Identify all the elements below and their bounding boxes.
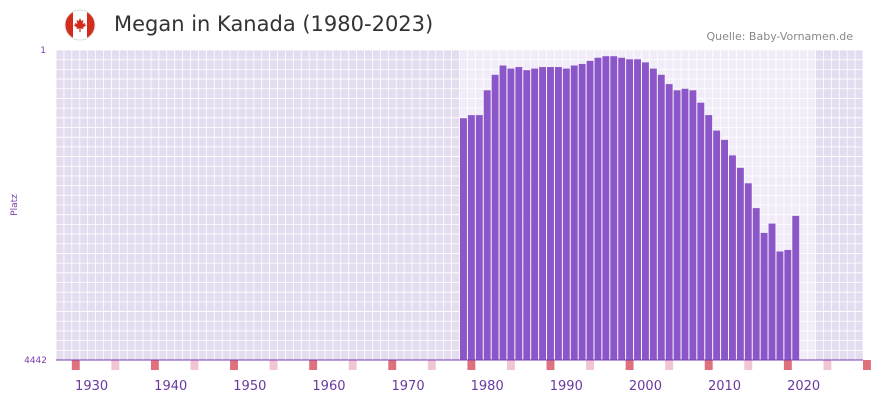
y-axis-bottom-label: 4442 [24, 356, 47, 366]
y-axis-title: Platz [10, 194, 20, 216]
bar-2017 [776, 251, 784, 360]
bar-2003 [665, 84, 673, 360]
bar-1983 [507, 68, 515, 360]
bar-2009 [713, 130, 721, 360]
year-marker-2003 [665, 360, 674, 370]
bar-1981 [491, 74, 499, 361]
bar-1993 [586, 60, 594, 360]
year-marker-1958 [309, 360, 318, 370]
bar-2012 [736, 167, 744, 360]
bar-1984 [515, 67, 523, 361]
bar-1995 [602, 56, 610, 360]
bar-1998 [626, 59, 634, 361]
bar-2000 [641, 62, 649, 361]
bar-2015 [760, 232, 768, 360]
bar-1977 [460, 118, 467, 360]
year-marker-2023 [823, 360, 832, 370]
x-tick-label-1970: 1970 [392, 379, 425, 394]
bar-1986 [531, 68, 539, 360]
year-marker-1993 [586, 360, 594, 370]
chart-title: Megan in Kanada (1980-2023) [114, 12, 434, 36]
bar-1994 [594, 57, 602, 360]
bar-1978 [467, 115, 475, 360]
x-tick-label-1980: 1980 [471, 379, 504, 394]
year-marker-2008 [704, 360, 713, 370]
year-marker-1953 [269, 360, 278, 370]
x-tick-label-2010: 2010 [708, 379, 741, 394]
bar-1988 [547, 67, 554, 361]
bar-2002 [657, 74, 665, 361]
bar-1982 [499, 65, 507, 360]
bar-2013 [744, 183, 752, 360]
bar-2007 [697, 102, 705, 360]
bar-1992 [578, 63, 586, 360]
x-tick-label-1960: 1960 [312, 379, 345, 394]
bar-2016 [768, 223, 776, 360]
y-axis-top-label: 1 [40, 46, 46, 56]
year-marker-1938 [150, 360, 159, 370]
bar-2001 [649, 68, 657, 360]
bar-2004 [673, 90, 681, 361]
year-marker-1928 [71, 360, 80, 370]
year-marker-1933 [111, 360, 120, 370]
x-tick-label-1940: 1940 [154, 379, 187, 394]
bar-2006 [689, 90, 697, 361]
x-tick-label-1930: 1930 [75, 379, 108, 394]
canada-flag-icon [64, 9, 96, 41]
year-marker-1988 [546, 360, 555, 370]
bar-1990 [562, 68, 570, 360]
bar-2011 [729, 155, 736, 360]
year-marker-1983 [506, 360, 515, 370]
x-tick-label-1950: 1950 [233, 379, 266, 394]
year-marker-1978 [467, 360, 476, 370]
bar-1999 [634, 59, 641, 361]
year-marker-2028 [863, 360, 871, 370]
bar-2005 [681, 88, 689, 360]
year-marker-1943 [190, 360, 199, 370]
bar-1987 [539, 67, 547, 361]
bar-2008 [705, 115, 713, 360]
source-credit: Quelle: Baby-Vornamen.de [706, 30, 853, 43]
bar-2019 [792, 215, 800, 360]
bar-2014 [752, 208, 760, 360]
year-marker-1963 [348, 360, 357, 370]
year-marker-1968 [388, 360, 397, 370]
year-marker-2018 [783, 360, 792, 370]
bar-1985 [523, 70, 531, 361]
year-marker-1998 [625, 360, 634, 370]
bar-1997 [618, 57, 626, 360]
bar-1991 [570, 65, 578, 360]
bar-1980 [483, 90, 491, 361]
year-marker-1948 [230, 360, 238, 370]
x-tick-label-2000: 2000 [629, 379, 662, 394]
bar-1996 [610, 56, 618, 360]
bar-2018 [784, 249, 792, 360]
x-tick-label-2020: 2020 [787, 379, 820, 394]
year-marker-1973 [427, 360, 436, 370]
bar-2010 [721, 139, 728, 360]
bar-1979 [475, 115, 483, 360]
year-marker-2013 [744, 360, 753, 370]
x-tick-label-1990: 1990 [550, 379, 583, 394]
bar-1989 [554, 67, 562, 361]
